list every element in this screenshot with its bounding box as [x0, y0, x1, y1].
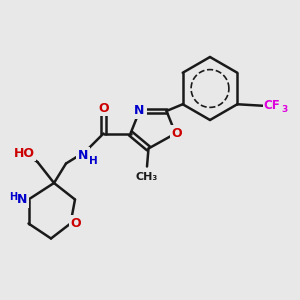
Text: HO: HO	[14, 146, 34, 160]
Text: O: O	[172, 127, 182, 140]
Text: 3: 3	[281, 105, 288, 114]
Text: CH₃: CH₃	[136, 172, 158, 182]
Text: H: H	[89, 156, 98, 166]
Text: N: N	[78, 148, 88, 162]
Text: N: N	[17, 193, 27, 206]
Text: N: N	[134, 104, 145, 118]
Text: O: O	[70, 217, 81, 230]
Text: CF: CF	[263, 99, 280, 112]
Text: H: H	[9, 191, 18, 202]
Text: O: O	[98, 101, 109, 115]
